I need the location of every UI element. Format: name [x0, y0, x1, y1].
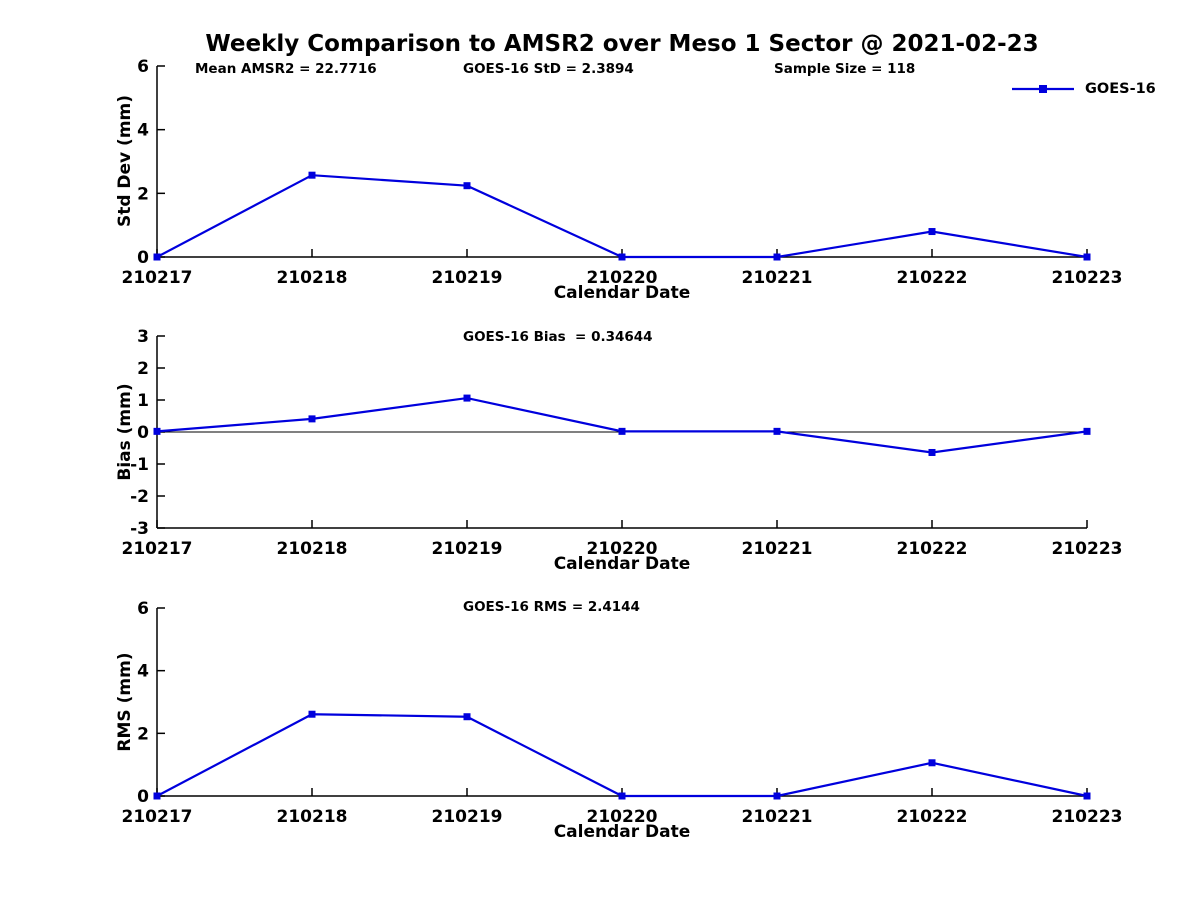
series-line — [156, 713, 1088, 798]
x-tick-label: 210217 — [122, 539, 193, 559]
xaxis-label-2: Calendar Date — [553, 554, 691, 574]
xaxis-label-3: Calendar Date — [553, 822, 691, 842]
x-tick-label: 210223 — [1052, 268, 1123, 288]
data-point-marker — [618, 427, 626, 435]
data-point-marker — [618, 792, 626, 800]
x-tick-label: 210222 — [897, 268, 968, 288]
x-tick-label: 210221 — [742, 539, 813, 559]
data-point-marker — [773, 792, 781, 800]
annotation-sample-size: Sample Size = 118 — [774, 61, 916, 77]
data-point-marker — [1083, 427, 1091, 435]
x-tick-label: 210220 — [587, 807, 658, 827]
x-tick-label: 210220 — [587, 268, 658, 288]
y-tick-label: 4 — [137, 662, 149, 682]
y-tick-label: 4 — [137, 121, 149, 141]
annotation-goes16-std: GOES-16 StD = 2.3894 — [463, 61, 634, 77]
x-tick-label: 210223 — [1052, 807, 1123, 827]
annotation-goes16-rms: GOES-16 RMS = 2.4144 — [463, 599, 640, 615]
x-tick-label: 210223 — [1052, 539, 1123, 559]
data-point-marker — [773, 253, 781, 261]
x-tick-label: 210217 — [122, 268, 193, 288]
x-tick-label: 210219 — [432, 807, 503, 827]
y-tick-label: 2 — [137, 724, 149, 744]
xaxis-label-1: Calendar Date — [553, 283, 691, 303]
y-tick-label: 6 — [137, 599, 149, 619]
data-point-marker — [463, 394, 471, 402]
x-tick-label: 210218 — [277, 539, 348, 559]
series-line — [156, 174, 1088, 259]
data-point-marker — [308, 710, 316, 718]
data-point-marker — [1083, 792, 1091, 800]
x-tick-label: 210218 — [277, 807, 348, 827]
y-tick-label: -3 — [130, 519, 149, 539]
y-tick-label: 0 — [137, 423, 149, 443]
y-tick-label: 0 — [137, 248, 149, 268]
x-tick-label: 210219 — [432, 268, 503, 288]
data-point-marker — [153, 792, 161, 800]
data-point-marker — [618, 253, 626, 261]
y-tick-label: 2 — [137, 359, 149, 379]
data-point-marker — [463, 713, 471, 721]
y-tick-label: 0 — [137, 787, 149, 807]
x-tick-label: 210218 — [277, 268, 348, 288]
x-tick-label: 210217 — [122, 807, 193, 827]
data-point-marker — [308, 171, 316, 179]
x-tick-label: 210221 — [742, 268, 813, 288]
data-point-marker — [928, 228, 936, 236]
data-point-marker — [773, 427, 781, 435]
series-line — [156, 396, 1088, 454]
legend: GOES-16 — [1008, 80, 1156, 98]
figure-title: Weekly Comparison to AMSR2 over Meso 1 S… — [205, 31, 1039, 57]
x-tick-label: 210221 — [742, 807, 813, 827]
legend-line-marker-icon — [1012, 85, 1074, 93]
y-tick-label: 6 — [137, 57, 149, 77]
y-tick-label: 2 — [137, 184, 149, 204]
data-point-marker — [928, 448, 936, 456]
x-tick-label: 210219 — [432, 539, 503, 559]
data-point-marker — [928, 759, 936, 767]
data-point-marker — [153, 427, 161, 435]
legend-label: GOES-16 — [1085, 81, 1156, 97]
data-point-marker — [308, 415, 316, 423]
y-tick-label: 1 — [137, 391, 149, 411]
y-tick-label: -1 — [130, 455, 149, 475]
data-point-marker — [463, 182, 471, 190]
x-tick-label: 210222 — [897, 807, 968, 827]
y-tick-label: 3 — [137, 327, 149, 347]
y-tick-label: -2 — [130, 487, 149, 507]
x-tick-label: 210220 — [587, 539, 658, 559]
data-point-marker — [1083, 253, 1091, 261]
annotation-mean-amsr2: Mean AMSR2 = 22.7716 — [195, 61, 377, 77]
x-tick-label: 210222 — [897, 539, 968, 559]
annotation-goes16-bias: GOES-16 Bias = 0.34644 — [463, 329, 653, 345]
data-point-marker — [153, 253, 161, 261]
